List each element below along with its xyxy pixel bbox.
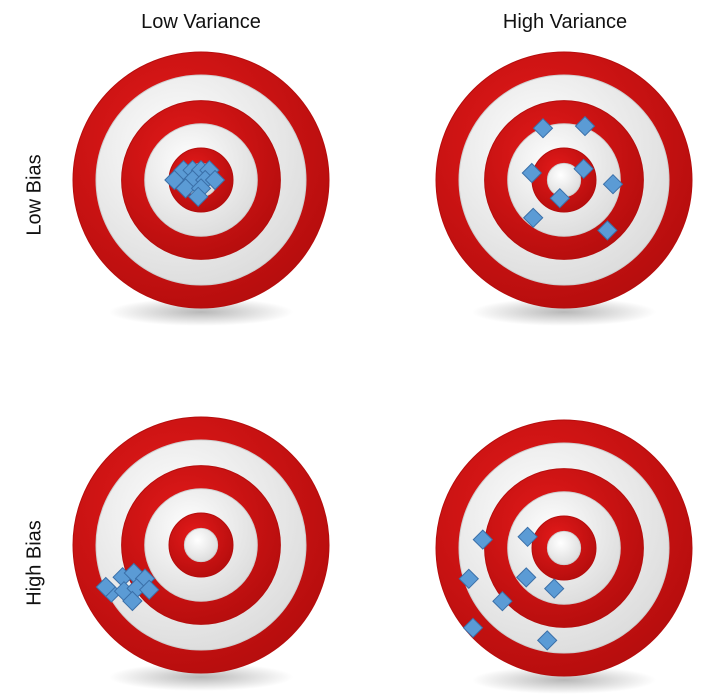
hit-marker	[204, 169, 226, 191]
column-label-high-variance: High Variance	[502, 11, 628, 33]
hit-marker	[573, 158, 594, 180]
hit-marker	[521, 162, 543, 184]
hit-marker	[187, 186, 209, 208]
white-ring	[546, 530, 582, 566]
hit-marker	[574, 115, 596, 137]
target-high-bias-high-variance	[435, 419, 693, 694]
hit-marker	[138, 579, 160, 601]
hit-marker	[458, 568, 480, 590]
hit-marker	[175, 178, 196, 199]
hit-marker	[522, 207, 544, 229]
hit-marker	[472, 529, 494, 550]
target-shadow	[471, 666, 657, 694]
target-high-bias-low-variance	[72, 416, 330, 691]
hit-marker	[517, 526, 538, 548]
hit-marker	[597, 220, 618, 241]
hit-marker	[536, 630, 558, 651]
target-low-bias-low-variance	[72, 51, 330, 326]
hit-marker	[515, 567, 537, 588]
hit-marker	[492, 590, 513, 612]
target-shadow	[471, 298, 657, 326]
hit-marker	[532, 117, 554, 139]
target-shadow	[108, 298, 294, 326]
hit-marker	[95, 576, 117, 598]
hit-marker	[543, 578, 565, 599]
target-low-bias-high-variance	[435, 51, 693, 326]
column-label-low-variance: Low Variance	[141, 11, 261, 33]
hit-marker	[122, 590, 143, 612]
hit-marker	[462, 617, 484, 639]
hit-marker	[602, 173, 624, 195]
white-ring	[183, 527, 219, 563]
target-shadow	[108, 663, 294, 691]
hit-marker	[549, 187, 571, 209]
